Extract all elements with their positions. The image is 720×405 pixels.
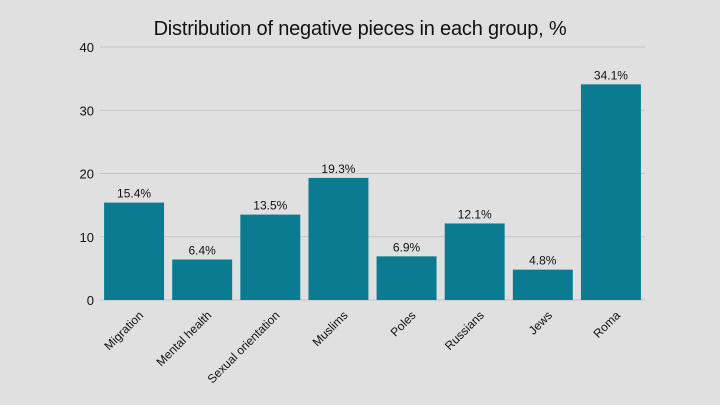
bar [376, 256, 437, 300]
bar [308, 177, 369, 300]
x-tick-label: Muslims [310, 308, 351, 349]
data-label: 6.9% [393, 240, 421, 254]
x-tick-label: Poles [388, 308, 419, 339]
y-tick-label: 30 [80, 103, 94, 118]
x-tick-label: Migration [101, 308, 146, 353]
bar [240, 214, 301, 300]
bar [104, 202, 165, 300]
chart-title: Distribution of negative pieces in each … [153, 18, 567, 40]
x-tick-label: Roma [591, 308, 624, 341]
data-label: 19.3% [321, 162, 355, 176]
data-label: 13.5% [253, 199, 287, 213]
data-label: 6.4% [189, 244, 217, 258]
x-tick-label: Mental health [153, 308, 214, 369]
x-tick-label: Russians [442, 308, 487, 353]
data-label: 34.1% [594, 68, 628, 82]
y-tick-label: 10 [80, 230, 94, 245]
bar [512, 269, 573, 300]
y-tick-label: 20 [80, 167, 94, 182]
x-tick-label: Sexual orientation [205, 308, 283, 386]
data-label: 15.4% [117, 187, 151, 201]
data-label: 4.8% [529, 254, 557, 268]
y-tick-label: 0 [87, 293, 94, 308]
data-label: 12.1% [458, 207, 492, 221]
bar [444, 223, 505, 300]
bar [580, 84, 641, 300]
y-tick-label: 40 [80, 40, 94, 55]
bar [172, 259, 233, 300]
x-tick-label: Jews [526, 308, 555, 337]
